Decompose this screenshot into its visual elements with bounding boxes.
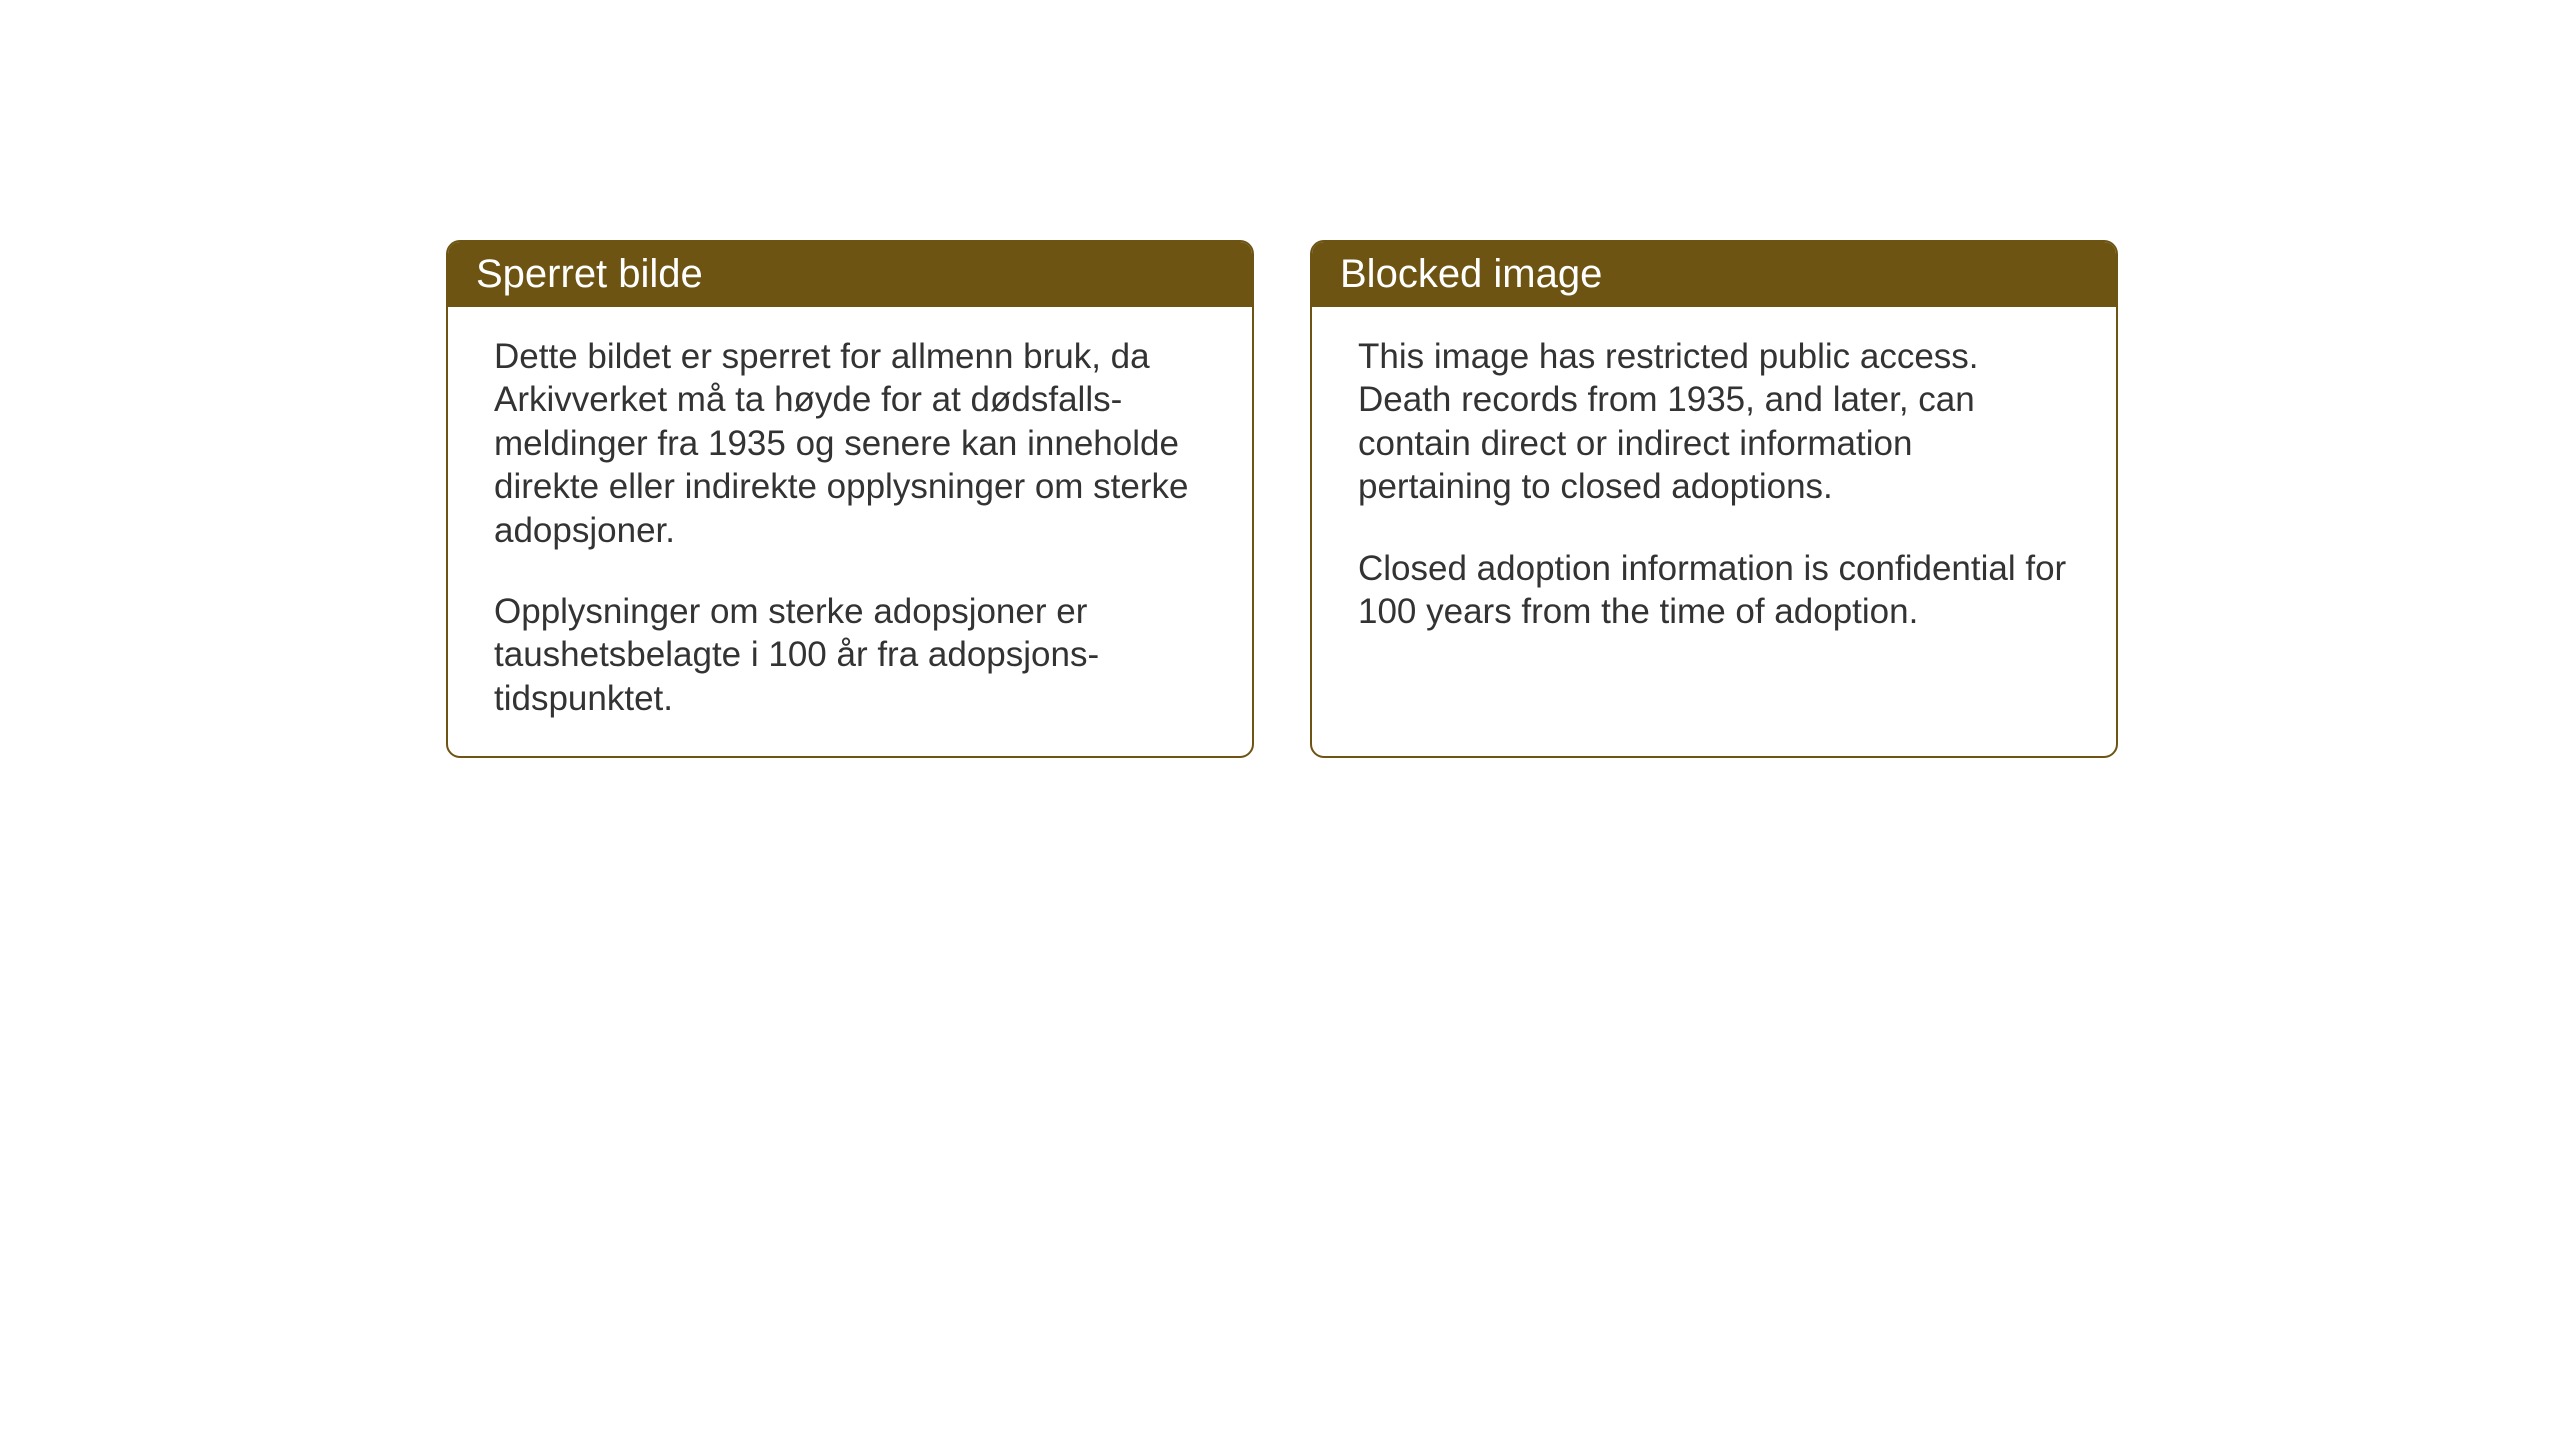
norwegian-card-body: Dette bildet er sperret for allmenn bruk… (448, 307, 1252, 756)
english-notice-card: Blocked image This image has restricted … (1310, 240, 2118, 758)
english-card-body: This image has restricted public access.… (1312, 307, 2116, 669)
english-paragraph-1: This image has restricted public access.… (1358, 335, 2070, 509)
norwegian-paragraph-2: Opplysninger om sterke adopsjoner er tau… (494, 590, 1206, 720)
english-paragraph-2: Closed adoption information is confident… (1358, 547, 2070, 634)
english-card-title: Blocked image (1312, 242, 2116, 307)
notice-container: Sperret bilde Dette bildet er sperret fo… (446, 240, 2118, 758)
norwegian-notice-card: Sperret bilde Dette bildet er sperret fo… (446, 240, 1254, 758)
norwegian-paragraph-1: Dette bildet er sperret for allmenn bruk… (494, 335, 1206, 552)
norwegian-card-title: Sperret bilde (448, 242, 1252, 307)
